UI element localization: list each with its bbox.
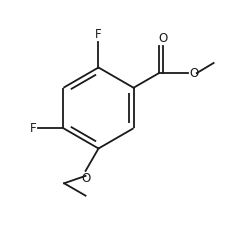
Text: O: O	[80, 172, 90, 185]
Text: F: F	[95, 27, 102, 40]
Text: F: F	[30, 122, 36, 135]
Text: O: O	[157, 32, 166, 45]
Text: O: O	[188, 67, 198, 80]
